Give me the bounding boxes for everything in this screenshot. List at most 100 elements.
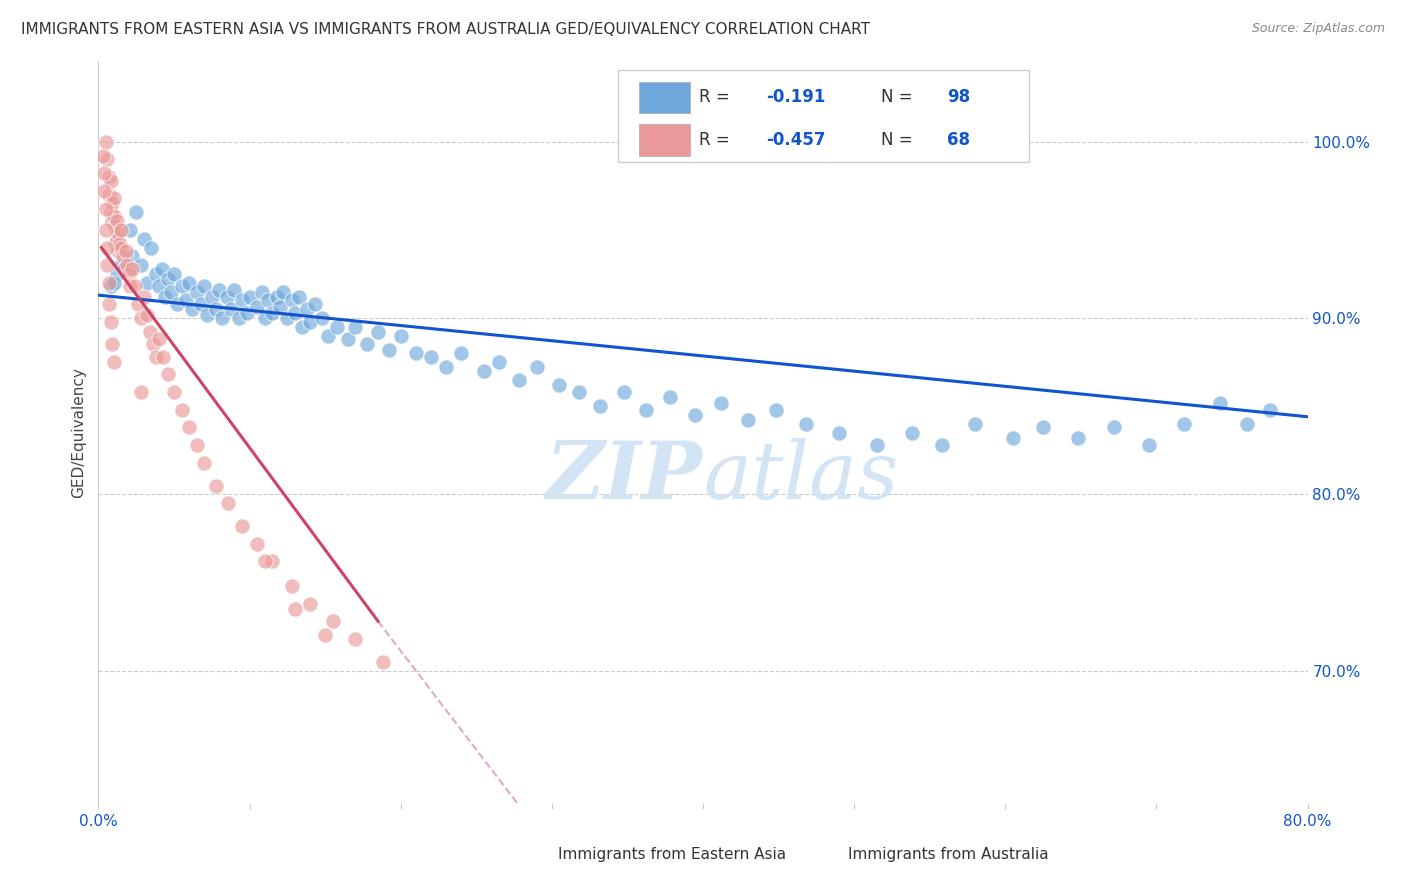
Point [1258,402,1281,417]
Point [139,325,162,339]
Point [271,285,294,299]
Point [195,308,218,322]
Point [450,346,472,360]
Point [367,325,389,339]
Point [1001,431,1024,445]
Point [107,227,129,241]
Point [96,241,118,255]
Point [91,149,114,163]
Point [101,214,124,228]
Point [311,311,333,326]
Point [129,385,152,400]
Point [1032,420,1054,434]
Point [685,408,707,422]
Point [239,290,262,304]
Point [142,337,165,351]
Point [96,153,118,167]
Point [98,187,121,202]
Point [299,597,322,611]
Point [208,283,231,297]
Point [526,360,548,375]
Text: IMMIGRANTS FROM EASTERN ASIA VS IMMIGRANTS FROM AUSTRALIA GED/EQUIVALENCY CORREL: IMMIGRANTS FROM EASTERN ASIA VS IMMIGRAN… [21,22,870,37]
Point [94,223,117,237]
Point [103,276,125,290]
Point [326,319,349,334]
Point [108,237,131,252]
Point [231,519,253,533]
Point [931,438,953,452]
Point [228,311,250,326]
Point [205,478,228,492]
Point [217,496,239,510]
Point [900,425,922,440]
Point [634,402,657,417]
Point [100,205,122,219]
Point [262,554,284,568]
Point [103,355,125,369]
Point [111,249,134,263]
Point [94,135,117,149]
FancyBboxPatch shape [793,835,837,867]
Point [316,328,339,343]
Text: -0.191: -0.191 [766,88,825,106]
Point [377,343,399,357]
Point [103,209,125,223]
Point [284,306,307,320]
Point [1102,420,1125,434]
Text: N =: N = [880,88,918,106]
Point [344,632,367,646]
Point [828,425,851,440]
Point [118,267,141,281]
Point [589,399,612,413]
Point [710,395,733,409]
FancyBboxPatch shape [619,70,1029,162]
Point [253,311,276,326]
Y-axis label: GED/Equivalency: GED/Equivalency [72,368,87,498]
FancyBboxPatch shape [638,82,690,113]
Text: 98: 98 [948,88,970,106]
Point [405,346,427,360]
Point [120,223,142,237]
Point [129,258,152,272]
Point [170,279,193,293]
Point [100,279,122,293]
Text: R =: R = [699,88,735,106]
Text: -0.457: -0.457 [766,131,825,149]
Point [1137,438,1160,452]
Point [101,196,124,211]
Point [224,283,246,297]
Point [231,293,253,308]
Point [866,438,889,452]
Point [201,290,224,304]
Text: R =: R = [699,131,735,149]
Point [120,279,142,293]
Point [1067,431,1090,445]
Point [288,290,311,304]
Point [266,290,288,304]
Point [336,332,359,346]
Point [98,297,121,311]
Point [322,614,344,628]
Point [205,302,228,317]
Point [125,205,148,219]
Point [166,297,188,311]
Point [118,261,141,276]
Point [548,378,571,392]
Point [765,402,787,417]
Point [127,297,149,311]
Point [658,390,681,404]
Point [613,385,636,400]
Point [215,290,238,304]
Point [211,311,233,326]
Point [114,244,136,258]
Point [281,579,304,593]
Point [170,402,193,417]
Point [115,258,138,272]
Point [156,272,179,286]
Point [304,297,326,311]
FancyBboxPatch shape [638,124,690,155]
Point [105,214,128,228]
Text: atlas: atlas [703,438,898,516]
Point [389,328,412,343]
Point [186,285,208,299]
